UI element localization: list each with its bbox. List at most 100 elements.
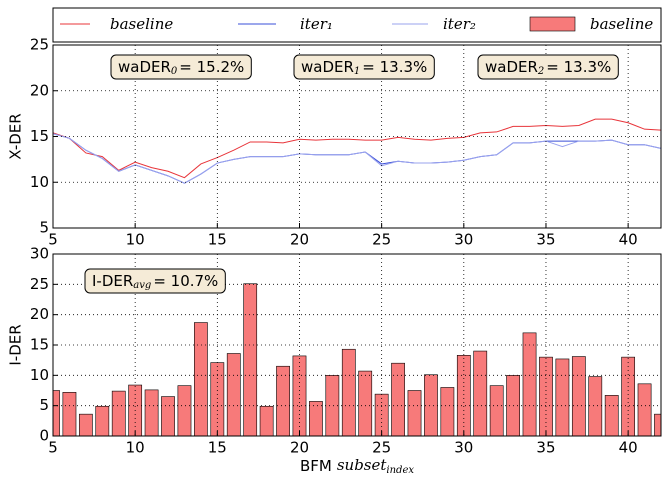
x-label-sub: index — [386, 465, 414, 476]
x-tick-label: 25 — [372, 439, 391, 457]
bar — [440, 387, 455, 436]
y-tick-label: 25 — [30, 36, 49, 54]
y-axis-label: I-DER — [7, 324, 25, 365]
x-axis-label: BFM subsetindex — [300, 456, 414, 476]
annotation-value: = 15.2% — [179, 58, 244, 76]
y-tick-label: 20 — [30, 305, 49, 323]
x-tick-label: 20 — [290, 439, 309, 457]
x-tick-label: 5 — [48, 439, 58, 457]
annotation-text: waDER1 = 13.3% — [301, 58, 427, 77]
bar — [177, 385, 192, 436]
annotation-box — [293, 54, 435, 80]
annotation-text: I-DERavg = 10.7% — [92, 272, 218, 291]
line — [53, 118, 661, 179]
bar — [309, 401, 323, 436]
annotation-sub: 0 — [171, 66, 178, 77]
x-tick-label: 10 — [126, 231, 145, 249]
bar — [407, 390, 422, 436]
x-tick-label: 30 — [454, 439, 473, 457]
y-tick-label: 5 — [39, 219, 49, 237]
x-tick-label: 15 — [208, 231, 227, 249]
annotation-box — [84, 268, 226, 294]
bar — [456, 355, 471, 436]
bar — [161, 396, 175, 436]
bar — [604, 395, 619, 436]
y-tick-label: 10 — [30, 173, 49, 191]
y-tick-label: 15 — [30, 127, 49, 145]
annotation-text: waDER2 = 13.3% — [485, 58, 611, 77]
annotation-sub: 2 — [537, 66, 544, 77]
x-tick-label: 15 — [208, 439, 227, 457]
x-tick-label: 5 — [48, 231, 58, 249]
bar — [621, 356, 636, 436]
bar — [111, 390, 126, 436]
annotation-text: waDER0 = 15.2% — [118, 58, 244, 77]
bar — [489, 385, 504, 436]
bar — [473, 350, 488, 436]
bar — [325, 375, 340, 436]
x-tick-label: 40 — [619, 439, 638, 457]
bar — [292, 355, 307, 436]
bar — [539, 356, 553, 436]
annotation: I-DERavg = 10.7% — [84, 268, 226, 294]
plot-frame — [52, 44, 662, 229]
annotation-label: waDER — [301, 58, 354, 76]
x-label-text: BFM — [300, 457, 332, 475]
y-tick-label: 30 — [30, 245, 49, 263]
x-tick-label: 35 — [536, 231, 555, 249]
annotation-sub: 1 — [354, 66, 360, 77]
annotation-label: I-DER — [92, 272, 133, 290]
x-label-italic: subset — [337, 456, 388, 474]
bar — [276, 365, 290, 436]
legend-label: iter₁ — [300, 15, 333, 33]
bar — [226, 353, 241, 436]
annotation-sub: avg — [133, 280, 151, 291]
bar — [358, 370, 373, 436]
x-tick-label: 35 — [536, 439, 555, 457]
annotation-value: = 13.3% — [362, 58, 427, 76]
y-axis-label: X-DER — [7, 113, 25, 159]
bar — [259, 405, 274, 436]
x-tick-label: 10 — [126, 439, 145, 457]
bar — [588, 376, 603, 436]
annotation-value: = 13.3% — [546, 58, 611, 76]
bar — [62, 392, 77, 436]
y-tick-label: 20 — [30, 81, 49, 99]
annotation: waDER2 = 13.3% — [477, 54, 619, 80]
legend-swatch — [529, 16, 576, 32]
annotation-label: waDER — [485, 58, 538, 76]
x-tick-label: 20 — [290, 231, 309, 249]
bar — [424, 374, 438, 436]
bar — [522, 332, 537, 436]
bar — [374, 393, 389, 436]
x-tick-label: 40 — [619, 231, 638, 249]
legend-label: iter₂ — [443, 15, 476, 33]
annotation-box — [477, 54, 619, 80]
bar — [391, 362, 405, 436]
y-tick-label: 5 — [39, 396, 49, 414]
annotation: waDER0 = 15.2% — [110, 54, 252, 80]
annotation-value: = 10.7% — [153, 272, 218, 290]
bar — [194, 322, 208, 436]
y-tick-label: 0 — [39, 427, 49, 445]
legend-label: baseline — [590, 15, 653, 33]
bar — [555, 358, 570, 436]
x-tick-label: 25 — [372, 231, 391, 249]
line — [53, 133, 661, 184]
bar — [341, 348, 356, 436]
annotation-label: waDER — [118, 58, 171, 76]
bar — [144, 389, 159, 436]
y-tick-label: 15 — [30, 336, 49, 354]
y-tick-label: 10 — [30, 366, 49, 384]
annotation: waDER1 = 13.3% — [293, 54, 435, 80]
bar — [210, 362, 225, 436]
bar — [637, 383, 652, 436]
x-tick-label: 30 — [454, 231, 473, 249]
bar — [571, 356, 586, 436]
bar — [95, 405, 110, 436]
line — [53, 133, 661, 184]
annotation-box — [110, 54, 252, 80]
bar — [78, 413, 93, 436]
plot-frame — [52, 253, 662, 437]
